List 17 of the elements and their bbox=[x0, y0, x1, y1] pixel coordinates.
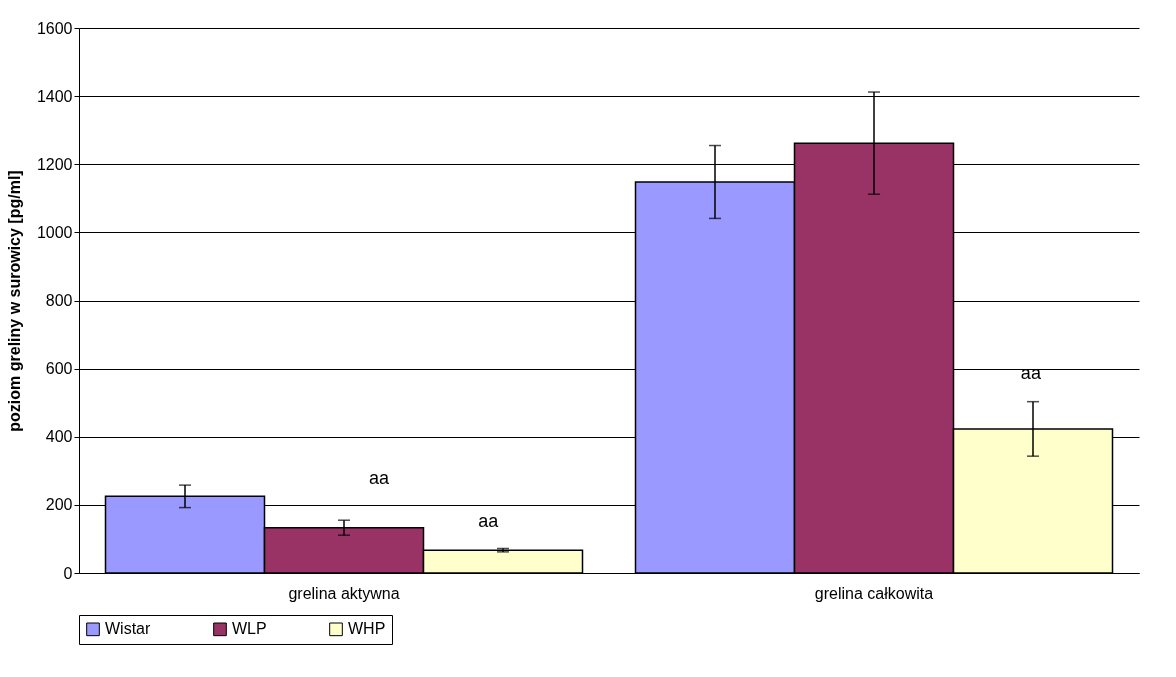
y-tick-label: 600 bbox=[45, 360, 73, 378]
y-tick-label: 800 bbox=[45, 292, 73, 309]
legend-label: WHP bbox=[348, 620, 386, 638]
y-tick-label: 1000 bbox=[36, 223, 73, 241]
y-tick-label: 1400 bbox=[36, 87, 73, 105]
x-tick-label: grelina całkowita bbox=[814, 584, 934, 602]
y-tick-label: 1200 bbox=[36, 155, 73, 173]
y-tick-label: 0 bbox=[63, 564, 73, 582]
x-tick-label: grelina aktywna bbox=[288, 584, 400, 602]
annotation: aa bbox=[368, 468, 390, 489]
y-tick-label: 1600 bbox=[36, 19, 73, 37]
annotation: aa bbox=[478, 511, 500, 532]
legend-label: Wistar bbox=[105, 620, 151, 638]
y-axis-title: poziom greliny w surowicy [pg/ml] bbox=[5, 170, 23, 432]
legend-label: WLP bbox=[232, 620, 267, 638]
y-tick-label: 400 bbox=[45, 428, 73, 446]
y-tick-label: 200 bbox=[45, 496, 73, 514]
